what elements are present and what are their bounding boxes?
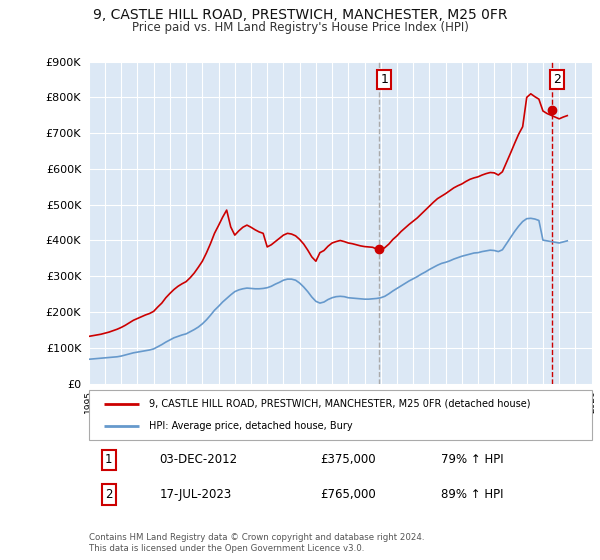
Text: Contains HM Land Registry data © Crown copyright and database right 2024.
This d: Contains HM Land Registry data © Crown c… — [89, 533, 424, 553]
Text: Price paid vs. HM Land Registry's House Price Index (HPI): Price paid vs. HM Land Registry's House … — [131, 21, 469, 34]
Text: HPI: Average price, detached house, Bury: HPI: Average price, detached house, Bury — [149, 421, 353, 431]
Text: £765,000: £765,000 — [320, 488, 376, 501]
Text: 9, CASTLE HILL ROAD, PRESTWICH, MANCHESTER, M25 0FR: 9, CASTLE HILL ROAD, PRESTWICH, MANCHEST… — [93, 8, 507, 22]
Text: 79% ↑ HPI: 79% ↑ HPI — [441, 453, 503, 466]
Text: 89% ↑ HPI: 89% ↑ HPI — [441, 488, 503, 501]
Text: 17-JUL-2023: 17-JUL-2023 — [159, 488, 232, 501]
Text: 2: 2 — [553, 73, 560, 86]
Text: 2: 2 — [105, 488, 113, 501]
Text: 03-DEC-2012: 03-DEC-2012 — [159, 453, 238, 466]
Text: £375,000: £375,000 — [320, 453, 376, 466]
Text: 1: 1 — [380, 73, 388, 86]
Text: 1: 1 — [105, 453, 113, 466]
Text: 9, CASTLE HILL ROAD, PRESTWICH, MANCHESTER, M25 0FR (detached house): 9, CASTLE HILL ROAD, PRESTWICH, MANCHEST… — [149, 399, 530, 409]
